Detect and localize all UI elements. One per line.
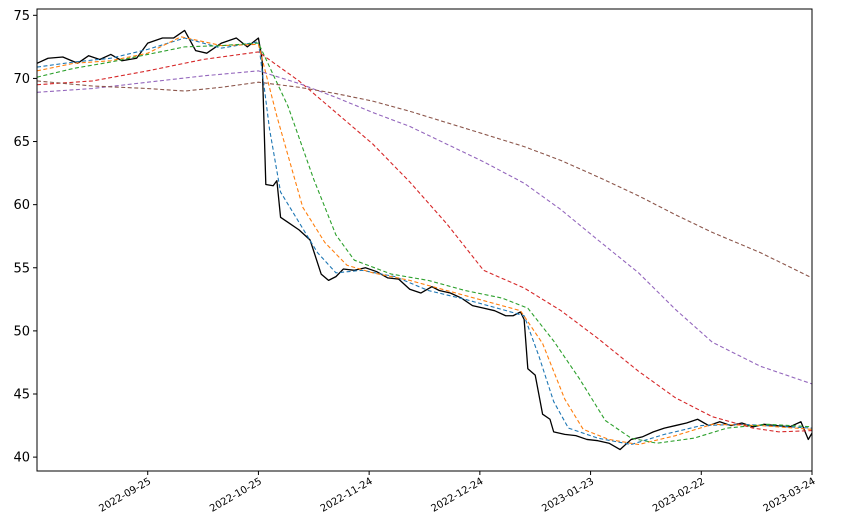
y-tick-label: 55 xyxy=(13,261,30,276)
series-layer xyxy=(37,29,812,451)
y-tick-label: 70 xyxy=(13,72,30,87)
series-line-1 xyxy=(37,37,812,446)
series-line-3 xyxy=(37,42,812,444)
y-axis: 40 45 50 55 60 65 70 75 xyxy=(13,9,37,466)
y-tick-label: 40 xyxy=(13,451,30,466)
plot-frame xyxy=(36,8,813,472)
y-tick-label: 50 xyxy=(13,324,30,339)
series-line-4 xyxy=(37,51,812,433)
y-tick-label: 45 xyxy=(13,388,30,403)
y-tick-label: 60 xyxy=(13,198,30,213)
series-line-2 xyxy=(37,36,812,446)
series-line-0 xyxy=(37,29,812,451)
y-tick-label: 75 xyxy=(13,9,30,24)
series-line-5 xyxy=(37,70,812,385)
y-tick-label: 65 xyxy=(13,135,30,150)
